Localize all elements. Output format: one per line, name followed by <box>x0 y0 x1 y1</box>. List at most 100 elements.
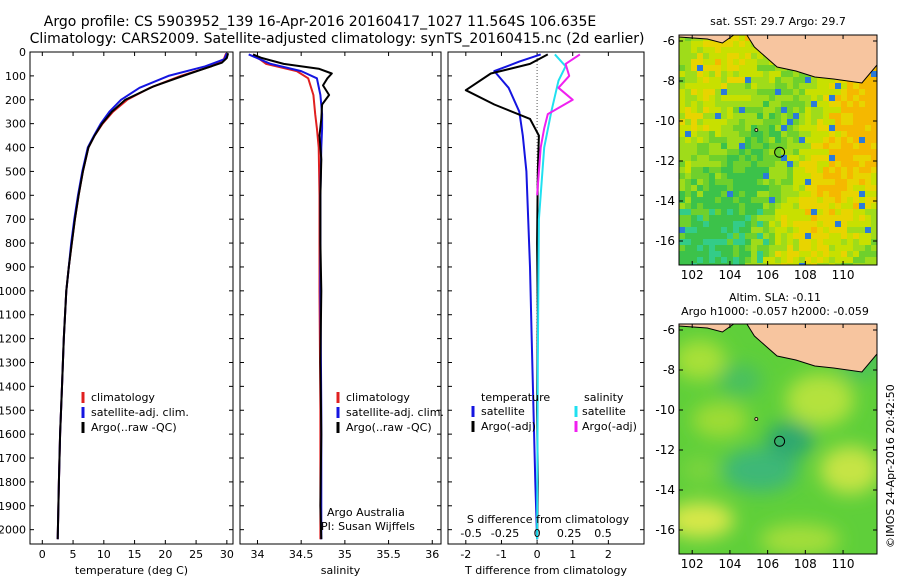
sst-cell <box>733 155 739 161</box>
sst-cell <box>865 137 871 143</box>
x-tick-label: 30 <box>220 548 234 561</box>
sst-cell <box>733 143 739 149</box>
sst-cell <box>709 137 715 143</box>
sst-cell <box>865 233 871 239</box>
sst-cell <box>817 95 823 101</box>
top-axis-label: S difference from climatology <box>467 513 630 526</box>
x-tick-label: 0 <box>39 548 46 561</box>
sst-cell <box>763 71 769 77</box>
sst-cell <box>697 125 703 131</box>
sst-cell <box>859 227 865 233</box>
sst-cell <box>757 155 763 161</box>
sst-cell <box>829 161 835 167</box>
sst-cell <box>787 113 793 119</box>
sst-cell <box>775 113 781 119</box>
sst-cell <box>703 71 709 77</box>
sst-cell <box>691 113 697 119</box>
sst-cell <box>715 203 721 209</box>
sst-cell <box>709 227 715 233</box>
sst-cell <box>865 251 871 257</box>
sst-cell <box>781 209 787 215</box>
sst-cell <box>835 263 841 265</box>
sst-cell <box>733 89 739 95</box>
y-tick-label: 1900 <box>0 500 26 513</box>
sst-cell <box>781 263 787 265</box>
sst-cell <box>775 83 781 89</box>
sst-cell <box>805 263 811 265</box>
sst-cell <box>721 101 727 107</box>
sst-cell <box>763 95 769 101</box>
sst-cell <box>775 233 781 239</box>
sst-cell <box>679 101 685 107</box>
sst-cell <box>739 89 745 95</box>
sst-cell <box>841 263 847 265</box>
sst-cell <box>763 119 769 125</box>
sst-cell <box>817 89 823 95</box>
sst-cell <box>685 131 691 137</box>
sst-cell <box>691 143 697 149</box>
sst-cell <box>793 233 799 239</box>
sst-cell <box>709 221 715 227</box>
sst-cell <box>853 119 859 125</box>
legend-title-temperature: temperature <box>481 391 550 404</box>
sst-cell <box>721 239 727 245</box>
y-tick-label: -16 <box>655 234 675 248</box>
sst-cell <box>703 239 709 245</box>
sst-cell <box>865 119 871 125</box>
x-tick-label: 104 <box>718 557 741 571</box>
sst-cell <box>715 185 721 191</box>
sst-cell <box>733 71 739 77</box>
sst-cell <box>739 101 745 107</box>
sst-cell <box>835 221 841 227</box>
sst-cell <box>745 185 751 191</box>
sst-cell <box>805 257 811 263</box>
sst-cell <box>823 95 829 101</box>
sst-cell <box>799 257 805 263</box>
sst-cell <box>871 173 877 179</box>
sst-cell <box>685 53 691 59</box>
sst-cell <box>703 215 709 221</box>
sst-cell <box>865 179 871 185</box>
sst-cell <box>721 143 727 149</box>
sla-anomaly <box>722 448 798 492</box>
sst-cell <box>709 173 715 179</box>
sst-cell <box>763 77 769 83</box>
x-tick-label: -1 <box>496 548 507 561</box>
sst-cell <box>865 203 871 209</box>
sst-cell <box>841 221 847 227</box>
sst-cell <box>787 263 793 265</box>
sst-cell <box>811 131 817 137</box>
sst-cell <box>829 149 835 155</box>
sst-cell <box>703 137 709 143</box>
sst-cell <box>799 245 805 251</box>
x-tick-label: 34 <box>250 548 264 561</box>
sst-cell <box>829 119 835 125</box>
sst-cell <box>787 191 793 197</box>
sst-cell <box>817 215 823 221</box>
sst-cell <box>697 245 703 251</box>
sst-cell <box>679 173 685 179</box>
sst-cell <box>865 101 871 107</box>
sst-cell <box>751 143 757 149</box>
sst-cell <box>787 125 793 131</box>
sst-cell <box>835 155 841 161</box>
sst-cell <box>751 77 757 83</box>
sst-cell <box>739 173 745 179</box>
sst-cell <box>841 191 847 197</box>
sst-cell <box>679 263 685 265</box>
sst-cell <box>745 101 751 107</box>
sst-cell <box>685 137 691 143</box>
sst-cell <box>853 83 859 89</box>
sst-cell <box>715 125 721 131</box>
x-tick-label: -2 <box>460 548 471 561</box>
x-tick-label: 5 <box>70 548 77 561</box>
sst-cell <box>739 131 745 137</box>
sst-cell <box>685 245 691 251</box>
sst-cell <box>847 107 853 113</box>
sst-cell <box>739 221 745 227</box>
sst-cell <box>709 107 715 113</box>
sst-cell <box>721 155 727 161</box>
sst-cell <box>835 125 841 131</box>
sst-cell <box>733 65 739 71</box>
legend-label: Argo(-adj) <box>481 420 536 433</box>
